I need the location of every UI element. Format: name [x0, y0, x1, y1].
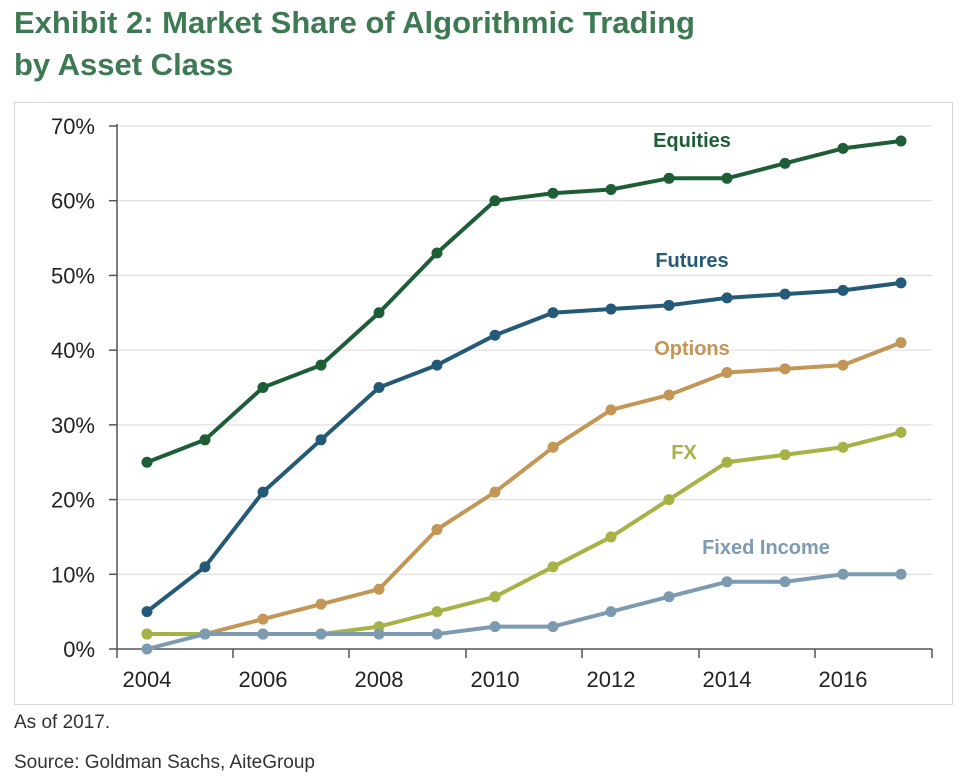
data-point [605, 606, 617, 618]
data-point [895, 277, 907, 289]
data-point [373, 628, 385, 640]
data-point [373, 382, 385, 393]
source-note: Source: Goldman Sachs, AiteGroup [14, 752, 315, 773]
data-point [431, 247, 443, 259]
data-point [315, 598, 327, 610]
data-point [547, 441, 559, 453]
series-label: Fixed Income [702, 537, 830, 559]
data-point [837, 284, 849, 296]
chart-title-line-1: Exhibit 2: Market Share of Algorithmic T… [14, 5, 695, 40]
series-label: FX [671, 442, 697, 464]
series-line-fx [147, 430, 902, 637]
data-point [895, 568, 907, 580]
data-point [721, 172, 733, 184]
series-label: Equities [653, 130, 731, 152]
data-point [141, 456, 153, 468]
data-point [605, 184, 617, 196]
x-tick-label: 2014 [703, 667, 752, 692]
data-point [895, 337, 907, 349]
data-point [547, 621, 559, 633]
data-point [431, 359, 443, 371]
data-point [779, 157, 791, 169]
data-point [779, 576, 791, 588]
data-point [837, 142, 849, 154]
x-tick-label: 2016 [819, 667, 868, 692]
data-point [489, 195, 501, 207]
data-point [779, 363, 791, 375]
data-point [431, 628, 443, 640]
data-point [431, 523, 443, 535]
x-tick-label: 2010 [471, 667, 520, 692]
data-point [605, 404, 617, 416]
series-label: Options [654, 338, 730, 360]
data-point [837, 568, 849, 580]
data-point [257, 613, 269, 625]
data-point [895, 135, 907, 147]
series-label: Futures [655, 250, 728, 272]
y-tick-label: 10% [51, 562, 95, 587]
data-point [605, 531, 617, 543]
data-point [721, 576, 733, 588]
data-point [257, 486, 269, 498]
data-point [721, 456, 733, 468]
y-tick-label: 70% [51, 114, 95, 139]
data-point [605, 303, 617, 315]
data-point [663, 172, 675, 184]
series-line-equities [146, 138, 902, 465]
data-point [663, 494, 675, 506]
data-point [547, 561, 559, 573]
x-tick-label: 2008 [355, 667, 404, 692]
data-point [199, 561, 211, 573]
y-tick-label: 40% [51, 338, 95, 363]
data-point [489, 329, 501, 341]
x-tick-label: 2004 [123, 667, 172, 692]
data-point [663, 389, 675, 401]
chart-title: Exhibit 2: Market Share of Algorithmic T… [14, 2, 954, 86]
y-tick-label: 30% [51, 413, 95, 438]
x-tick-label: 2006 [239, 667, 288, 692]
data-point [141, 643, 153, 655]
data-point [141, 606, 153, 618]
data-point [779, 288, 791, 300]
y-tick-label: 20% [51, 488, 95, 513]
chart-title-line-2: by Asset Class [14, 47, 234, 82]
data-point [779, 449, 791, 461]
data-point [315, 359, 327, 371]
data-point [721, 292, 733, 304]
series-line-fixed-income [146, 572, 901, 651]
data-point [837, 441, 849, 453]
data-point [257, 382, 269, 393]
data-point [837, 359, 849, 371]
series-line-futures [145, 280, 902, 614]
y-tick-label: 0% [63, 637, 95, 662]
chart-panel [14, 102, 953, 705]
y-tick-label: 60% [51, 189, 95, 214]
data-point [431, 606, 443, 618]
data-point [663, 591, 675, 603]
data-point [547, 187, 559, 199]
data-point [315, 434, 327, 446]
data-point [315, 628, 327, 640]
series-line-options [147, 340, 902, 637]
data-point [489, 621, 501, 633]
data-point [199, 628, 211, 640]
data-point [141, 628, 153, 640]
data-point [895, 426, 907, 438]
data-point [547, 307, 559, 319]
data-point [663, 299, 675, 311]
x-tick-label: 2012 [587, 667, 636, 692]
data-point [373, 307, 385, 319]
data-point [489, 486, 501, 498]
data-point [199, 434, 211, 446]
data-point [489, 591, 501, 603]
data-point [257, 628, 269, 640]
data-point [373, 583, 385, 595]
footnote: As of 2017. [14, 712, 111, 733]
data-point [721, 367, 733, 379]
y-tick-label: 50% [51, 263, 95, 288]
